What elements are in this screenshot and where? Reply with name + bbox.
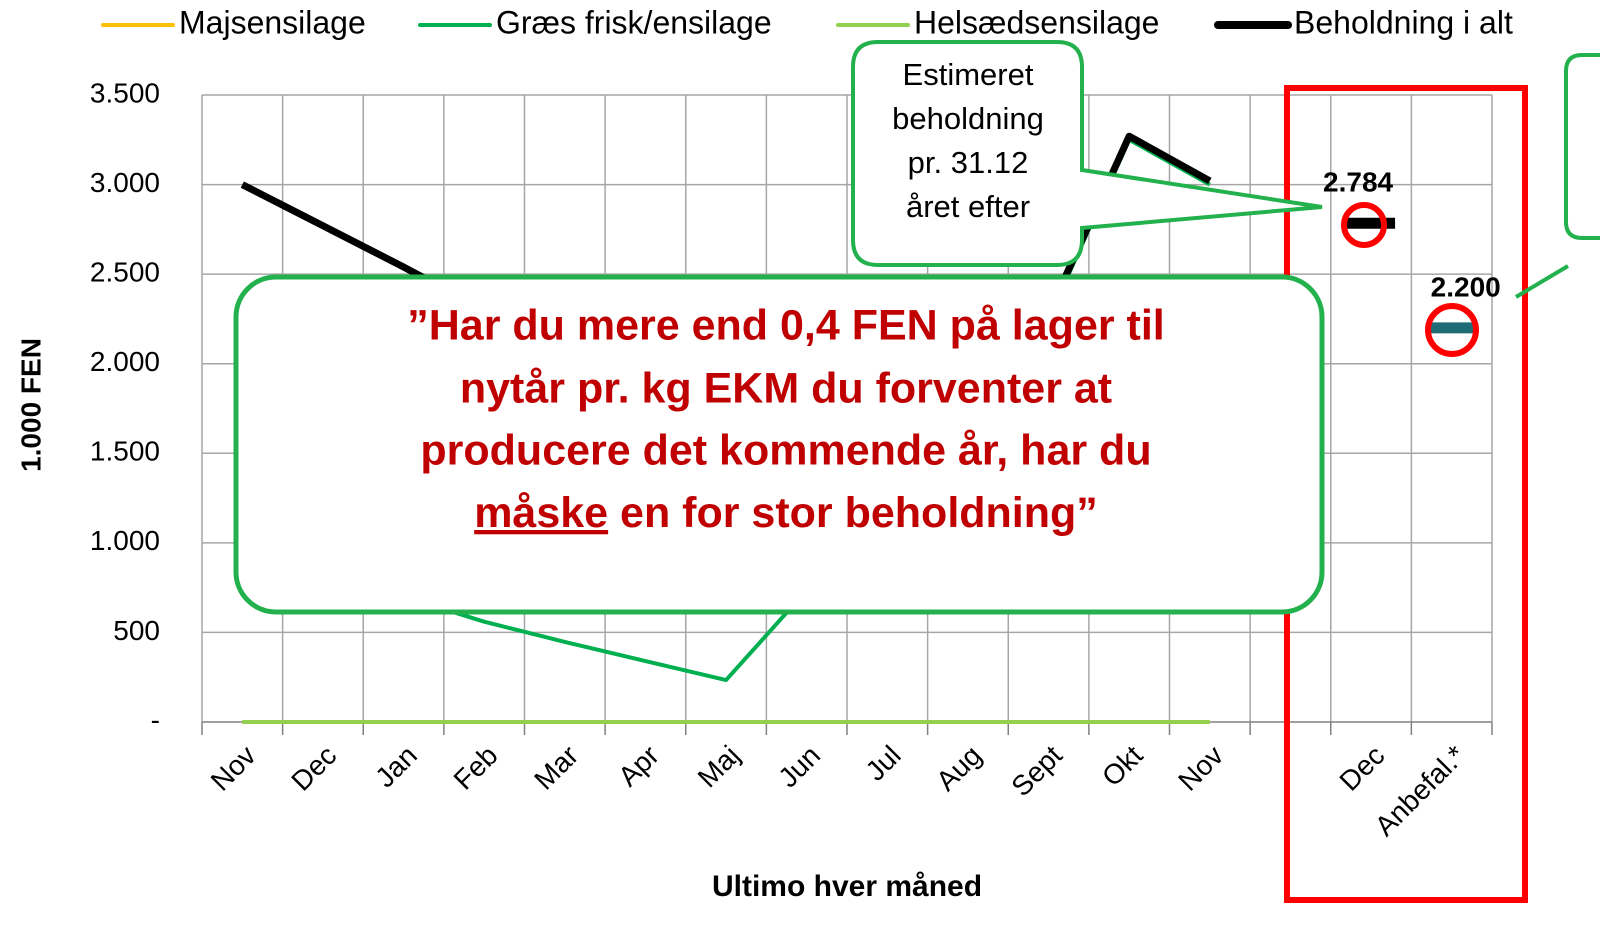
x-tick-label: Okt — [1096, 739, 1149, 792]
highlight-circle — [1425, 303, 1479, 357]
legend-label: Majsensilage — [179, 4, 366, 40]
legend-label: Beholdning i alt — [1294, 4, 1513, 40]
overlay: Estimeret beholdning pr. 31.12 året efter ”… — [233, 40, 1600, 903]
y-tick-label: 2.000 — [90, 346, 160, 377]
y-tick-label: - — [151, 704, 160, 735]
x-tick-label: Aug — [930, 740, 987, 797]
y-tick-label: 2.500 — [90, 257, 160, 288]
callout-line: året efter — [906, 189, 1030, 224]
y-tick-label: 1.500 — [90, 436, 160, 467]
x-tick-label: Dec — [1333, 740, 1390, 797]
x-tick-label: Anbefal.* — [1369, 739, 1471, 841]
x-tick-label: Jul — [860, 740, 907, 787]
callout-cut — [1564, 53, 1600, 240]
y-axis-title: 1.000 FEN — [15, 338, 46, 472]
data-label: 2.200 — [1431, 271, 1501, 302]
note-rest: en for stor beholdning” — [608, 489, 1098, 537]
y-tick-label: 500 — [113, 615, 160, 646]
x-tick-label: Jan — [369, 740, 423, 794]
x-axis-title: Ultimo hver måned — [712, 870, 982, 903]
callout-box — [851, 40, 1323, 267]
y-tick-label: 1.000 — [90, 525, 160, 556]
x-tick-label: Jun — [772, 740, 826, 794]
data-label: 2.784 — [1323, 167, 1393, 198]
legend-label: Helsædsensilage — [914, 4, 1159, 40]
note-line: ”Har du mere end 0,4 FEN på lager til — [407, 301, 1165, 349]
x-tick-label: Nov — [1172, 740, 1229, 797]
x-tick-label: Sept — [1005, 739, 1068, 802]
x-tick-label: Nov — [205, 740, 262, 797]
note-underlined: måske — [474, 489, 608, 537]
callout-pointer — [1514, 264, 1570, 299]
note-line: måske en for stor beholdning” — [474, 489, 1098, 537]
x-tick-label: Feb — [448, 740, 504, 796]
callout-line: pr. 31.12 — [908, 145, 1029, 180]
x-tick-label: Dec — [285, 740, 342, 797]
x-tick-label: Mar — [528, 740, 584, 796]
x-tick-label: Apr — [612, 740, 665, 793]
callout-line: Estimeret — [903, 57, 1034, 92]
callout-text: Estimeret beholdning pr. 31.12 året efter — [892, 57, 1044, 224]
note-box — [233, 274, 1325, 615]
legend-label: Græs frisk/ensilage — [496, 4, 772, 40]
y-tick-label: 3.500 — [90, 77, 160, 108]
note-line: producere det kommende år, har du — [420, 426, 1151, 474]
y-tick-label: 3.000 — [90, 167, 160, 198]
highlight-circle — [1341, 202, 1387, 248]
x-tick-label: Maj — [692, 740, 746, 794]
callout-line: beholdning — [892, 101, 1044, 136]
note-line: nytår pr. kg EKM du forventer at — [460, 364, 1112, 412]
